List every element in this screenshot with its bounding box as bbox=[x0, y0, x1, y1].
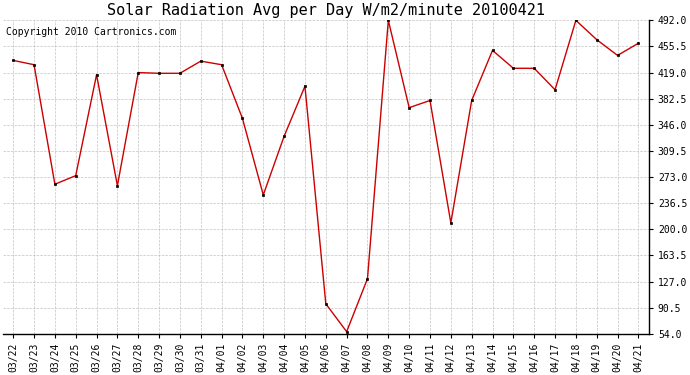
Title: Solar Radiation Avg per Day W/m2/minute 20100421: Solar Radiation Avg per Day W/m2/minute … bbox=[107, 3, 545, 18]
Text: Copyright 2010 Cartronics.com: Copyright 2010 Cartronics.com bbox=[6, 27, 177, 37]
